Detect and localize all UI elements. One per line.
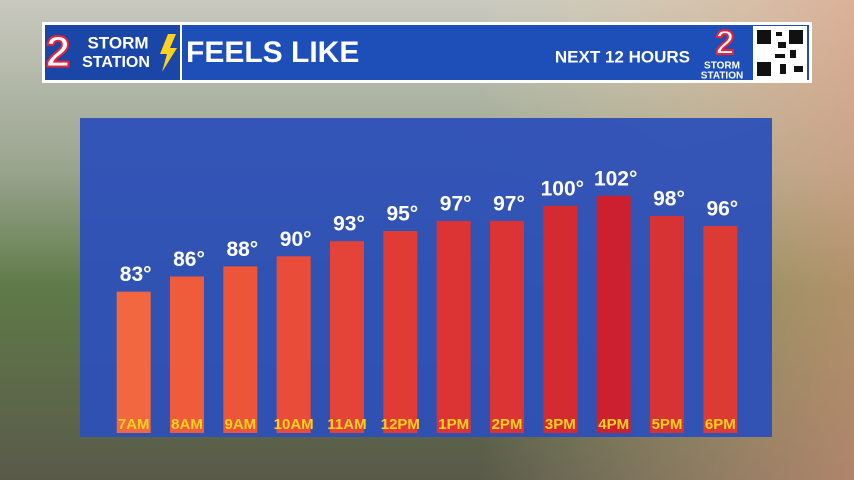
- value-label: 97°: [440, 193, 472, 216]
- logo-line1: STORM: [704, 61, 740, 72]
- x-tick-label: 3PM: [545, 416, 576, 433]
- x-tick-label: 12PM: [381, 416, 420, 433]
- value-label: 100°: [541, 177, 584, 200]
- bar: [490, 220, 524, 433]
- bar: [330, 241, 364, 433]
- value-label: 95°: [386, 203, 418, 226]
- value-label: 102°: [594, 167, 637, 190]
- bar: [596, 195, 631, 433]
- x-tick-label: 7AM: [118, 416, 150, 433]
- logo-number: 2: [46, 28, 70, 77]
- x-tick-label: 11AM: [327, 416, 366, 433]
- logo-number: 2: [716, 24, 735, 62]
- logo-line1: STORM: [87, 33, 148, 52]
- x-tick-label: 4PM: [598, 416, 629, 433]
- logo-box: [45, 25, 180, 80]
- x-tick-label: 5PM: [652, 416, 683, 433]
- bar: [543, 205, 578, 433]
- bar: [703, 226, 738, 433]
- value-label: 86°: [173, 248, 205, 271]
- bar: [223, 266, 258, 433]
- value-label: 88°: [226, 238, 258, 261]
- value-label: 98°: [653, 187, 685, 210]
- x-tick-label: 1PM: [438, 416, 469, 433]
- logo-line2: STATION: [82, 54, 150, 71]
- x-tick-label: 9AM: [224, 416, 256, 433]
- chart-title: FEELS LIKE: [186, 36, 359, 69]
- x-tick-label: 10AM: [274, 416, 314, 433]
- x-tick-label: 8AM: [171, 416, 203, 433]
- value-label: 90°: [280, 228, 312, 251]
- bar: [650, 215, 684, 433]
- plot-area: 83° 7AM 86° 8AM 88° 9AM 90° 10AM 93° 11AM 95° 12PM 9…: [116, 167, 738, 433]
- chart-subtitle: NEXT 12 HOURS: [555, 47, 690, 66]
- logo-line2: STATION: [701, 71, 743, 82]
- bar: [116, 291, 151, 433]
- qr-pattern: [757, 30, 803, 76]
- bolt-icon: [160, 34, 177, 72]
- bar: [170, 276, 204, 433]
- bar: [276, 256, 311, 433]
- value-label: 96°: [706, 198, 738, 221]
- value-label: 97°: [493, 193, 525, 216]
- x-tick-label: 2PM: [492, 416, 523, 433]
- bar: [436, 220, 471, 433]
- bar: [383, 231, 418, 433]
- value-label: 83°: [120, 263, 152, 286]
- x-tick-label: 6PM: [705, 416, 736, 433]
- value-label: 93°: [333, 213, 365, 236]
